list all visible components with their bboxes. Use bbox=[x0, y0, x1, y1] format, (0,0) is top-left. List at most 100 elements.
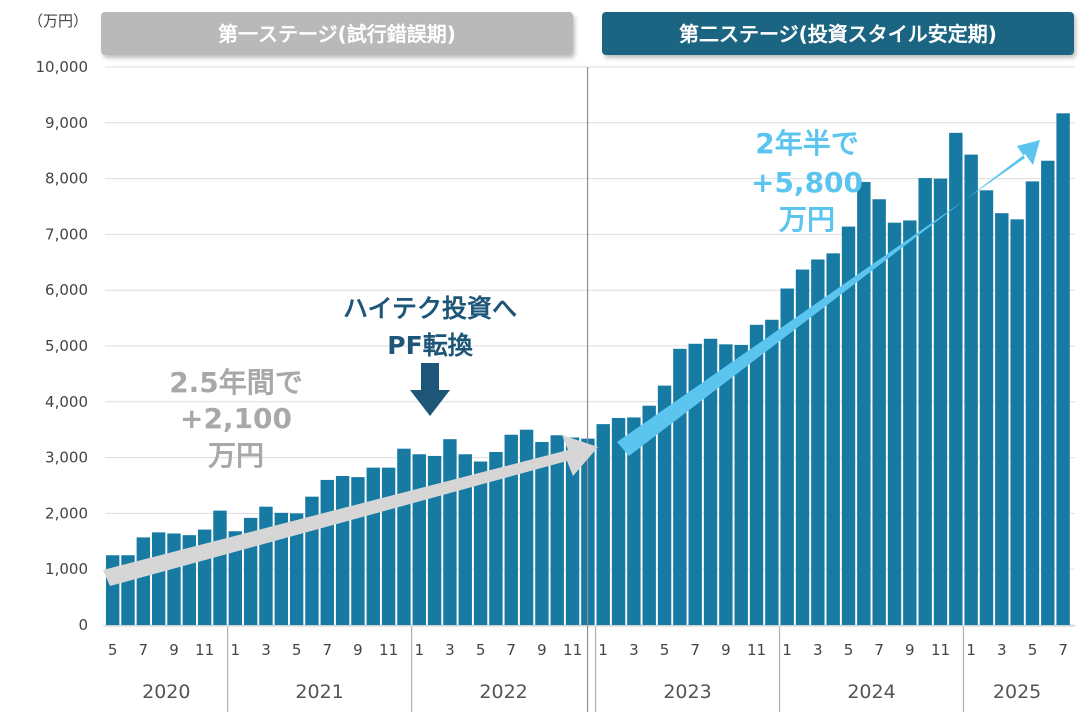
stage2-trend-arrow bbox=[617, 140, 1040, 456]
x-tick-label: 9 bbox=[353, 641, 363, 659]
y-tick-label: 1,000 bbox=[45, 560, 88, 578]
y-tick-label: 4,000 bbox=[45, 393, 88, 411]
bar bbox=[780, 288, 794, 625]
stage1-label: 第一ステージ(試行錯誤期) bbox=[218, 22, 456, 46]
bar bbox=[611, 417, 626, 625]
bar bbox=[596, 424, 610, 625]
x-tick-label: 1 bbox=[782, 641, 792, 659]
bar bbox=[749, 324, 764, 625]
bar bbox=[657, 385, 672, 625]
pivot-note-line2: PF転換 bbox=[387, 331, 473, 360]
bar bbox=[903, 220, 917, 625]
y-tick-label: 6,000 bbox=[45, 281, 88, 299]
stage1-gain-line2: +2,100 bbox=[180, 402, 292, 435]
bar bbox=[688, 343, 702, 625]
x-tick-label: 11 bbox=[931, 641, 950, 659]
stage-headers: 第一ステージ(試行錯誤期) 第二ステージ(投資スタイル安定期) bbox=[101, 12, 1074, 55]
bar bbox=[841, 226, 856, 625]
year-label: 2021 bbox=[295, 681, 343, 703]
year-label: 2020 bbox=[142, 681, 190, 703]
bar bbox=[366, 467, 380, 625]
bar bbox=[918, 178, 932, 626]
stage2-gain-line1: 2年半で bbox=[755, 127, 858, 160]
x-tick-label: 7 bbox=[690, 641, 700, 659]
bar bbox=[872, 199, 886, 625]
bar bbox=[320, 479, 334, 625]
bar bbox=[995, 213, 1009, 625]
x-tick-label: 3 bbox=[629, 641, 639, 659]
bar bbox=[949, 132, 963, 625]
x-tick-label: 1 bbox=[598, 641, 608, 659]
bar bbox=[1025, 181, 1040, 625]
x-tick-label: 7 bbox=[323, 641, 333, 659]
bar bbox=[642, 405, 656, 625]
bar bbox=[397, 448, 411, 625]
bar bbox=[274, 512, 288, 625]
bar bbox=[136, 537, 151, 625]
bar bbox=[351, 477, 365, 625]
pivot-down-arrow bbox=[410, 363, 450, 416]
bar bbox=[627, 417, 641, 625]
x-tick-label: 9 bbox=[537, 641, 547, 659]
x-tick-label: 3 bbox=[261, 641, 271, 659]
x-tick-label: 5 bbox=[1028, 641, 1038, 659]
x-tick-label: 5 bbox=[660, 641, 670, 659]
x-tick-label: 1 bbox=[231, 641, 241, 659]
bar bbox=[765, 319, 779, 625]
stage1-gain-line3: 万円 bbox=[208, 439, 264, 472]
year-label: 2025 bbox=[993, 681, 1041, 703]
bar bbox=[1056, 113, 1070, 625]
bar bbox=[519, 429, 534, 625]
bar bbox=[105, 555, 120, 625]
x-tick-label: 5 bbox=[476, 641, 486, 659]
bar bbox=[504, 434, 518, 625]
x-tick-label: 7 bbox=[506, 641, 516, 659]
bar bbox=[473, 461, 488, 625]
x-tick-label: 9 bbox=[721, 641, 731, 659]
y-tick-label: 2,000 bbox=[45, 504, 88, 522]
x-axis: 5 7 9 11 1 3 5 7 9 11 1 3 5 7 9 11 1 3 5 7 9 11 1 3 5 7 9 11 1 3 5 7202… bbox=[103, 67, 1075, 712]
x-tick-label: 11 bbox=[195, 641, 214, 659]
year-label: 2022 bbox=[479, 681, 527, 703]
bar bbox=[826, 253, 840, 625]
bar bbox=[381, 467, 396, 625]
y-tick-label: 0 bbox=[78, 616, 88, 634]
bars bbox=[105, 113, 1070, 626]
bar bbox=[857, 181, 871, 625]
bar bbox=[427, 455, 442, 625]
bar bbox=[703, 338, 718, 625]
bar bbox=[458, 454, 472, 625]
bar bbox=[734, 344, 748, 625]
bar bbox=[673, 348, 687, 625]
bar bbox=[1041, 160, 1055, 626]
y-tick-label: 5,000 bbox=[45, 337, 88, 355]
stage2-gain-line3: 万円 bbox=[779, 203, 835, 236]
annotations: 2.5年間で +2,100 万円 ハイテク投資へ PF転換 2年半で +5,80… bbox=[169, 127, 863, 472]
x-tick-label: 5 bbox=[844, 641, 854, 659]
stage1-banner bbox=[101, 12, 573, 55]
stage2-banner bbox=[602, 12, 1074, 55]
y-tick-label: 8,000 bbox=[45, 170, 88, 188]
bar bbox=[443, 439, 457, 625]
y-axis-ticks: 0 1,000 2,000 3,000 4,000 5,000 6,000 7,000 8,00… bbox=[36, 58, 89, 634]
bar bbox=[335, 476, 350, 625]
x-tick-label: 11 bbox=[379, 641, 398, 659]
year-label: 2023 bbox=[663, 681, 711, 703]
bar bbox=[1010, 219, 1024, 625]
x-tick-label: 7 bbox=[1058, 641, 1068, 659]
stage1-gain-line1: 2.5年間で bbox=[169, 366, 303, 399]
bar bbox=[795, 269, 810, 625]
bar bbox=[964, 154, 978, 626]
year-label: 2024 bbox=[847, 681, 895, 703]
x-tick-label: 3 bbox=[813, 641, 823, 659]
x-tick-label: 1 bbox=[966, 641, 976, 659]
bar bbox=[811, 259, 825, 625]
y-tick-label: 7,000 bbox=[45, 225, 88, 243]
stage2-gain-line2: +5,800 bbox=[751, 166, 863, 199]
x-tick-label: 7 bbox=[874, 641, 884, 659]
bar bbox=[719, 344, 733, 625]
x-tick-label: 3 bbox=[997, 641, 1007, 659]
stage1-trend-arrow bbox=[103, 435, 598, 586]
bar bbox=[535, 441, 549, 625]
trend-arrows bbox=[103, 140, 1040, 586]
